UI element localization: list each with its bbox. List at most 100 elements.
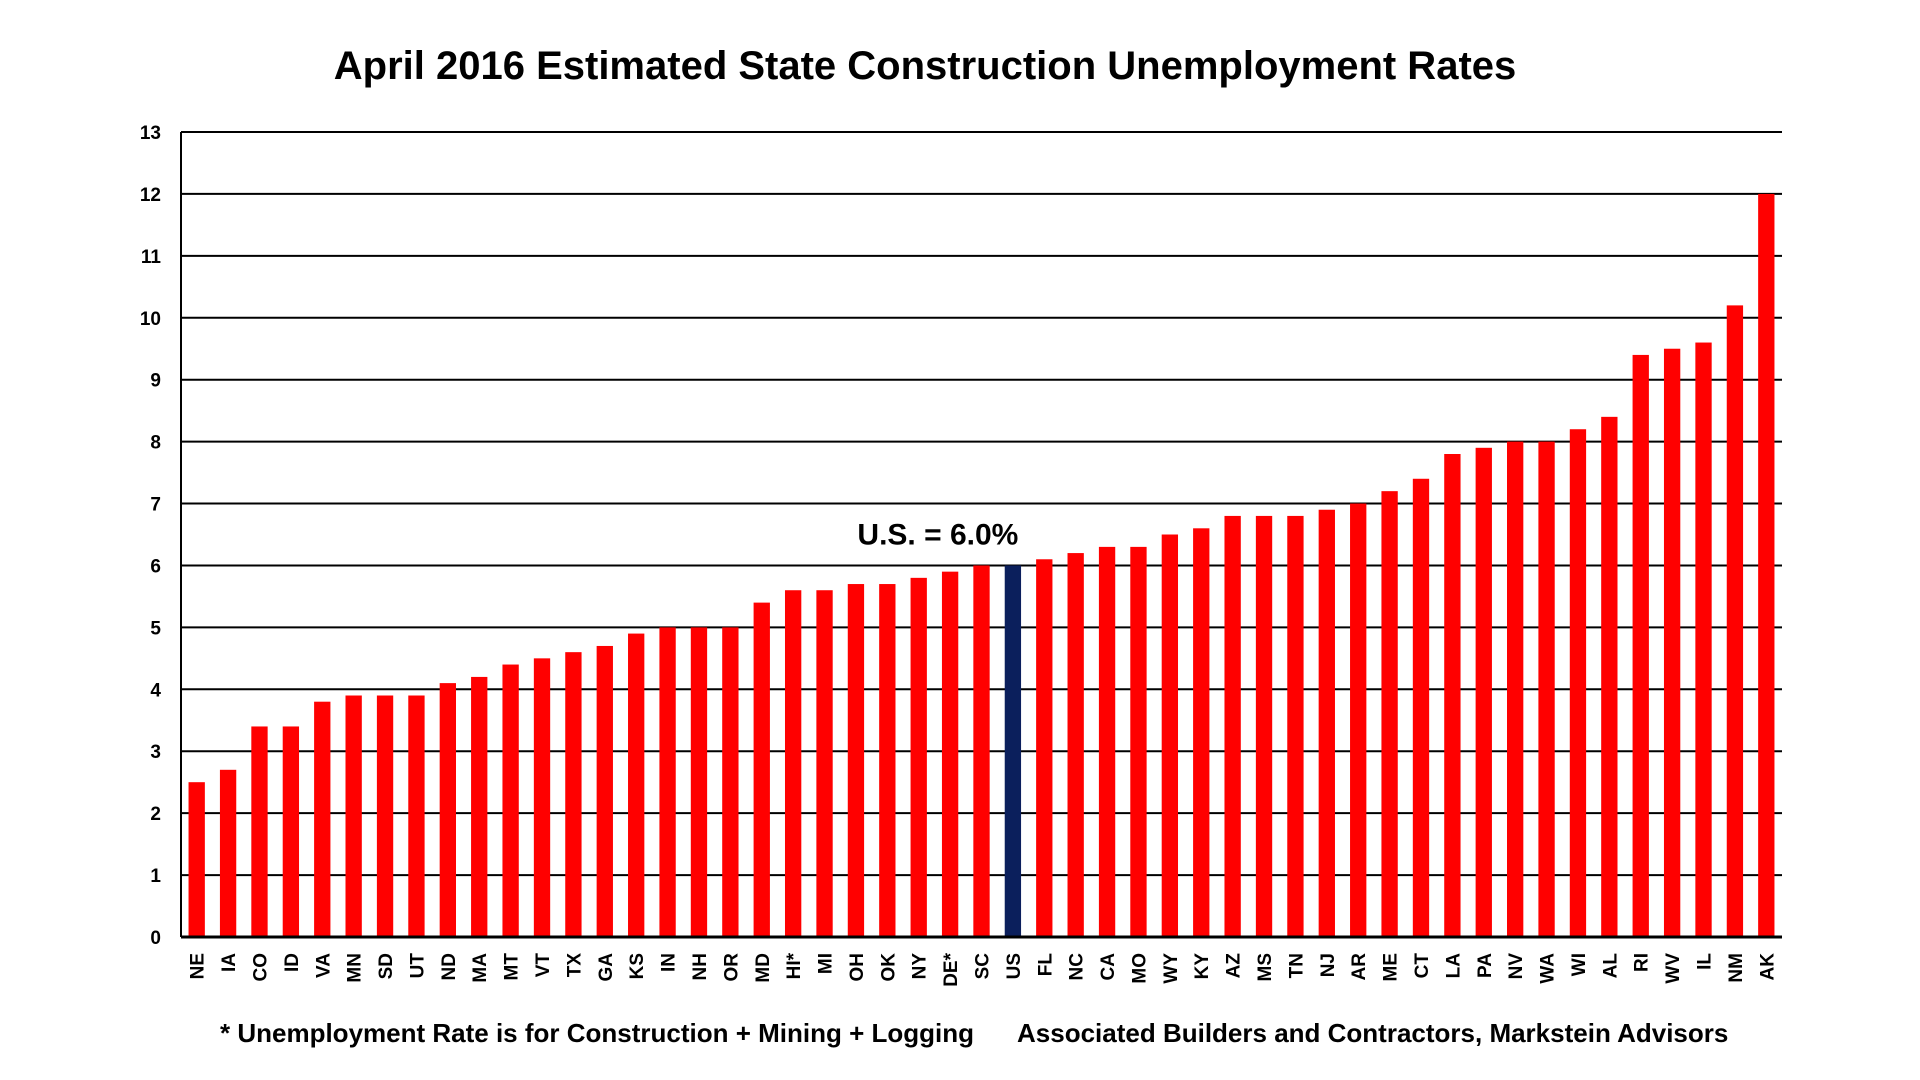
- footnote-left: * Unemployment Rate is for Construction …: [220, 1018, 975, 1048]
- y-tick-label: 2: [150, 804, 161, 825]
- bar: [188, 782, 205, 937]
- bar: [847, 584, 865, 937]
- y-tick-label: 11: [141, 247, 162, 268]
- y-tick-label: 1: [150, 866, 161, 887]
- x-tick-label: TN: [1286, 953, 1307, 978]
- x-tick-label: AZ: [1224, 953, 1245, 979]
- x-tick-label: NJ: [1318, 953, 1339, 977]
- bar: [1224, 515, 1241, 937]
- x-tick-label: VT: [533, 953, 554, 978]
- x-tick-label: ID: [282, 953, 303, 972]
- bar: [910, 577, 927, 937]
- y-tick-label: 6: [150, 556, 161, 577]
- x-tick-label: GA: [596, 953, 617, 982]
- annotations: U.S. = 6.0%: [857, 518, 1018, 551]
- bar: [1067, 553, 1084, 937]
- x-tick-label: IN: [659, 953, 680, 972]
- bar: [565, 652, 582, 937]
- x-tick-label: WI: [1569, 953, 1590, 976]
- x-tick-label: AK: [1757, 953, 1778, 981]
- bar: [973, 565, 990, 937]
- x-tick-label: FL: [1035, 953, 1056, 977]
- x-tick-label: RI: [1632, 953, 1653, 972]
- bar: [753, 602, 770, 937]
- x-tick-label: MD: [753, 953, 774, 983]
- bar: [1381, 491, 1398, 937]
- bar: [1098, 546, 1116, 937]
- x-axis-labels: NE IA CO ID VA MN SD UT ND MA MT VT TX GA KS IN NH OR MD HI…: [188, 952, 1779, 986]
- bar: [376, 695, 394, 937]
- bar: [659, 627, 676, 937]
- y-tick-label: 7: [150, 495, 161, 516]
- bar: [345, 695, 362, 937]
- bar: [1538, 441, 1555, 937]
- x-tick-label: OR: [721, 953, 742, 982]
- bar: [1255, 515, 1273, 937]
- bar: [1412, 478, 1430, 937]
- bar: [1130, 546, 1147, 937]
- bar: [1193, 528, 1210, 937]
- x-tick-label: AR: [1349, 953, 1370, 981]
- y-tick-label: 5: [150, 618, 161, 639]
- bar: [471, 676, 488, 937]
- bar: [628, 633, 645, 937]
- x-tick-label: NM: [1726, 953, 1747, 983]
- x-tick-label: OK: [878, 953, 899, 982]
- x-tick-label: ND: [439, 953, 460, 980]
- x-tick-label: US: [1004, 953, 1025, 979]
- bar: [1036, 559, 1053, 937]
- x-tick-label: CT: [1412, 953, 1433, 979]
- bar: [408, 695, 425, 937]
- bar: [251, 726, 268, 937]
- bar: [1444, 454, 1461, 937]
- bar: [1695, 342, 1712, 937]
- bar: [1726, 305, 1744, 937]
- bar: [941, 571, 959, 937]
- x-tick-label: NY: [910, 953, 931, 980]
- x-tick-label: AL: [1600, 953, 1621, 979]
- y-tick-label: 3: [150, 742, 161, 763]
- bar: [1663, 348, 1681, 937]
- y-tick-label: 13: [140, 123, 161, 144]
- bar: [502, 664, 519, 937]
- y-tick-label: 12: [140, 185, 161, 206]
- y-tick-label: 4: [150, 680, 161, 701]
- x-tick-label: CO: [250, 953, 271, 982]
- y-tick-label: 9: [150, 371, 161, 392]
- x-tick-label: SC: [973, 953, 994, 980]
- bar: [596, 645, 613, 937]
- bar: [816, 590, 833, 937]
- bar: [879, 584, 896, 937]
- y-tick-label: 8: [150, 433, 161, 454]
- bar: [784, 590, 802, 937]
- bar: [1632, 354, 1649, 937]
- bar-us-highlight: [1004, 565, 1022, 937]
- bar: [1287, 515, 1304, 937]
- x-tick-label: SD: [376, 953, 397, 979]
- x-tick-label: MN: [345, 953, 366, 983]
- bar: [1569, 429, 1587, 937]
- bar: [1507, 441, 1524, 937]
- axes: [180, 132, 1782, 939]
- x-tick-label: VA: [313, 953, 334, 978]
- x-tick-label: MS: [1255, 953, 1276, 982]
- bar: [722, 627, 739, 937]
- x-tick-label: WV: [1663, 953, 1684, 984]
- bar: [1475, 447, 1492, 937]
- x-tick-label: HI*: [784, 952, 805, 979]
- bar: [282, 726, 300, 937]
- x-tick-label: PA: [1475, 953, 1496, 978]
- x-tick-label: MO: [1129, 953, 1150, 984]
- bar: [314, 701, 331, 937]
- bar: [1350, 503, 1367, 937]
- x-tick-label: NC: [1067, 953, 1088, 981]
- bars: [188, 193, 1775, 937]
- x-tick-label: DE*: [941, 952, 962, 986]
- x-tick-label: WA: [1538, 953, 1559, 984]
- x-tick-label: WY: [1161, 953, 1182, 984]
- bar: [1601, 416, 1618, 937]
- x-tick-label: IA: [219, 953, 240, 972]
- x-tick-label: NH: [690, 953, 711, 980]
